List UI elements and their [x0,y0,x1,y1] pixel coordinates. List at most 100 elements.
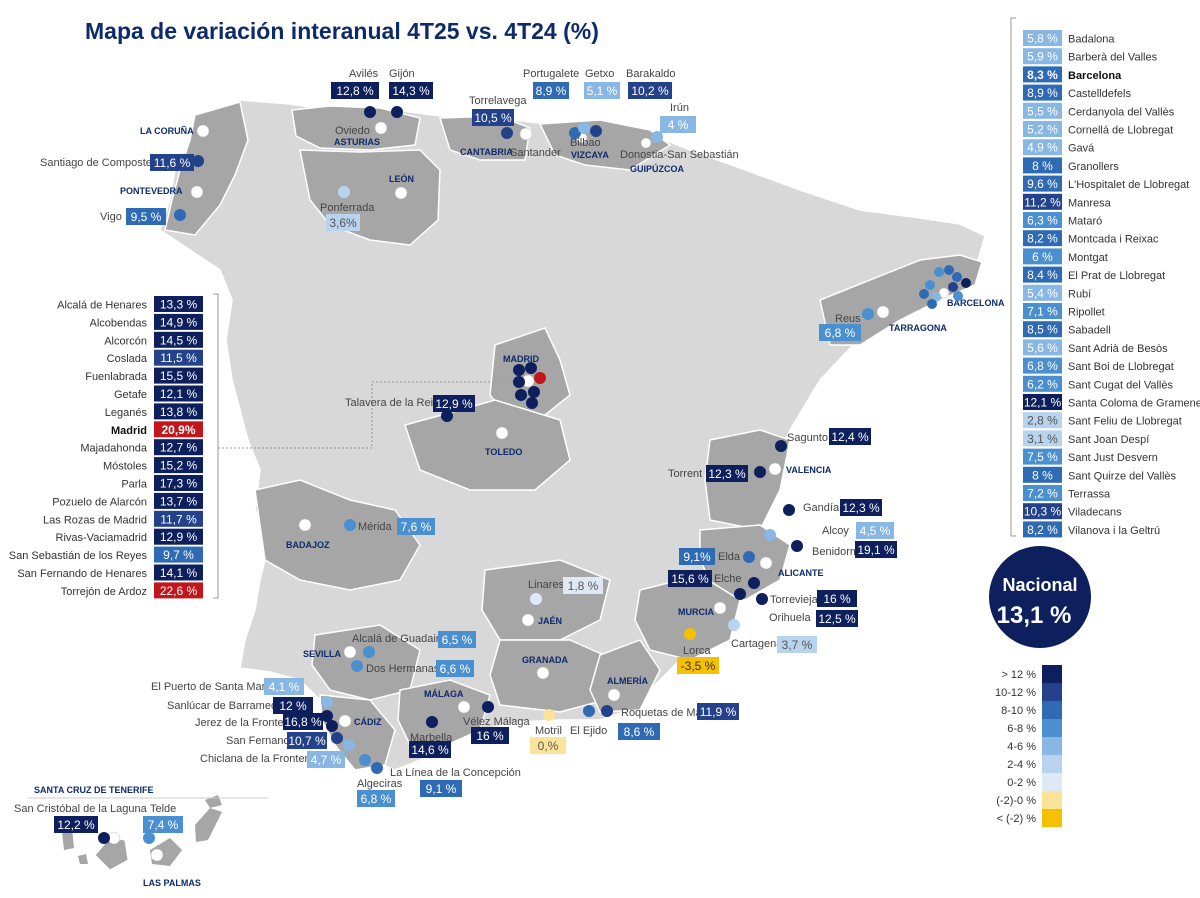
city-label-santiago-de-compostela: Santiago de Compostela [40,157,161,169]
city-label-vigo: Vigo [100,211,122,223]
madrid-name: Pozuelo de Alarcón [52,496,147,508]
city-label-reus: Reus [835,313,861,325]
bcn-value: 5,5 % [1027,104,1058,118]
marker-pontevedra [190,185,204,199]
value-el-puerto-de-santa-maria: 4,1 % [269,680,300,694]
legend-label: 10-12 % [995,687,1036,699]
marker-reus [862,308,874,320]
marker-granada [536,666,550,680]
madrid-value-box [154,403,203,420]
barcelona-dot [948,282,958,292]
madrid-value: 11,7 % [160,512,197,526]
marker-jaen [521,613,535,627]
marker-motril [543,709,555,721]
marker-san-fernando [331,732,343,744]
legend-swatch [1042,701,1062,719]
marker-san-cristobal-de-la-laguna [98,832,110,844]
province-guipuzcoa: GUIPÚZCOA [630,163,685,174]
value-motril: 0,% [538,739,559,753]
bcn-name: Cerdanyola del Vallès [1068,106,1175,118]
bcn-value: 8,5 % [1027,323,1058,337]
marker-roquetas-de-mar [601,705,613,717]
peninsula-shape [159,99,986,771]
value-barakaldo: 10,2 % [631,84,669,98]
value-box-aviles [331,82,379,99]
marker-gijon [391,106,403,118]
bcn-value-box [1023,357,1062,374]
value-irun: 4 % [668,118,689,132]
marker-almeria [607,688,621,702]
almeria-region [589,639,661,713]
bcn-value: 8,2 % [1027,232,1058,246]
marker-torrevieja [756,593,768,605]
value-box-orihuela [816,610,858,627]
value-gandia: 12,3 % [842,501,880,515]
legend-swatch [1042,719,1062,737]
gomera-island [78,854,88,864]
province-almeria: ALMERÍA [607,676,648,686]
bcn-value-box [1023,30,1062,46]
province-barcelona: BARCELONA [947,298,1005,308]
madrid-value: 13,7 % [160,494,198,508]
madrid-value-box [154,313,203,330]
legend-label: (-2)-0 % [996,795,1036,807]
value-sanlucar-de-barrameda: 12 % [279,699,307,713]
city-label-alcala-de-guadaira: Alcalá de Guadaira [352,633,446,645]
madrid-name: San Fernando de Henares [17,568,147,580]
city-label-talavera-de-la-reina: Talavera de la Reina [345,397,446,409]
bcn-name: Sant Joan Despí [1068,434,1149,446]
madrid-name: Leganés [105,407,148,419]
bcn-name: Santa Coloma de Gramenet [1068,398,1200,410]
marker-valencia [768,462,782,476]
city-label-portugalete: Portugalete [523,68,579,80]
province-labels: LA CORUÑA PONTEVEDRA ASTURIAS LEÓN CANTA… [34,126,1005,888]
national-circle [989,546,1091,648]
madrid-value: 20,9% [161,423,195,437]
bcn-value-box [1023,284,1062,301]
value-alcoy: 4,5 % [860,524,891,538]
value-box-alcala-de-guadaira [438,631,476,648]
value-box-gijon [389,82,433,99]
value-box-el-ejido [618,723,660,740]
value-reus: 6,8 % [825,326,856,340]
value-vigo: 9,5 % [131,210,162,224]
madrid-list: 13,3 % Alcalá de Henares 14,9 % Alcobendas 1… [9,296,203,599]
legend-label: 0-2 % [1007,777,1036,789]
marker-sanlucar-de-barrameda [321,710,333,722]
barcelona-dot [934,267,944,277]
bcn-name: Cornellá de Llobregat [1068,125,1173,137]
marker-barakaldo [590,125,602,137]
bcn-value-box [1023,448,1062,465]
city-label-torrent: Torrent [668,468,702,480]
city-label-san-fernando: San Fernando [226,735,296,747]
legend-swatch [1042,809,1062,827]
madrid-value-box [154,385,203,402]
bcn-name: Badalona [1068,34,1115,46]
bcn-value: 2,8 % [1027,414,1058,428]
marker-alcoy [764,529,776,541]
city-label-chiclana-de-la-frontera: Chiclana de la Frontera [200,753,315,765]
marker-gandia [783,504,795,516]
bcn-value: 8,9 % [1027,86,1058,100]
madrid-value: 13,8 % [160,405,198,419]
barcelona-dot [927,299,937,309]
bcn-name: Sant Adrià de Besòs [1068,343,1168,355]
value-talavera-de-la-reina: 12,9 % [435,397,473,411]
bcn-value: 10,3 % [1024,505,1062,519]
city-label-algeciras: Algeciras [357,778,403,790]
city-label-sagunto: Sagunto [787,432,828,444]
marker-murcia [713,601,727,615]
marker-algeciras [359,754,371,766]
bcn-value-box [1023,466,1062,483]
value-benidorm: 19,1 % [857,543,895,557]
value-elche: 15,6 % [671,572,709,586]
marker-sevilla [343,645,357,659]
legend-label: 2-4 % [1007,759,1036,771]
city-label-gandia: Gandía [803,502,840,514]
city-label-linares: Linares [528,579,565,591]
value-torrevieja: 16 % [823,592,851,606]
madrid-name: Majadahonda [80,443,148,455]
bcn-value-box [1023,193,1062,210]
value-box-barakaldo [628,82,672,99]
madrid-value: 11,5 % [160,351,197,365]
